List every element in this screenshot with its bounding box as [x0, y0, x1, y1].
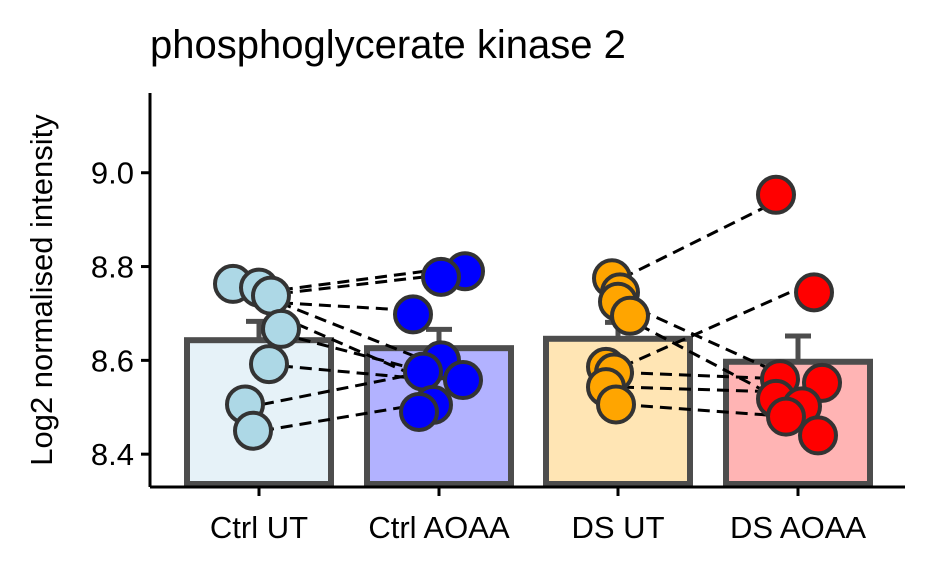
data-point: [251, 275, 291, 316]
data-point: [610, 295, 650, 336]
data-point: [443, 360, 483, 401]
data-point: [596, 384, 636, 425]
data-points: [213, 174, 842, 456]
data-point: [233, 410, 273, 451]
x-tick-label: Ctrl UT: [210, 510, 308, 545]
y-tick-label: 8.4: [91, 437, 134, 472]
data-point: [766, 396, 806, 437]
y-tick-label: 9.0: [91, 156, 134, 191]
data-point: [403, 351, 443, 392]
pair-line: [261, 402, 426, 433]
data-point: [393, 294, 433, 335]
pair-line: [621, 402, 791, 419]
pair-line: [261, 370, 426, 406]
data-point: [399, 391, 439, 432]
axes: 8.4 8.6 8.8 9.0 Ctrl UT Ctrl AOAA DS UT DS AOAA: [91, 93, 905, 545]
data-point: [756, 174, 796, 215]
data-point: [794, 272, 834, 313]
data-point: [249, 344, 289, 385]
x-tick-label: DS AOAA: [730, 510, 866, 545]
y-tick-label: 8.6: [91, 343, 134, 378]
data-point: [261, 308, 301, 349]
data-point: [798, 415, 838, 456]
pair-line: [261, 294, 426, 362]
pair-line: [621, 290, 791, 369]
pair-line: [621, 300, 791, 380]
paired-lines: [261, 193, 791, 433]
y-tick-label: 8.8: [91, 250, 134, 285]
y-axis-label: Log2 normalised intensity: [24, 114, 59, 466]
x-tick-label: Ctrl AOAA: [368, 510, 510, 545]
x-tick-label: DS UT: [572, 510, 665, 545]
chart-title: phosphoglycerate kinase 2: [150, 23, 626, 67]
data-point: [421, 256, 461, 297]
